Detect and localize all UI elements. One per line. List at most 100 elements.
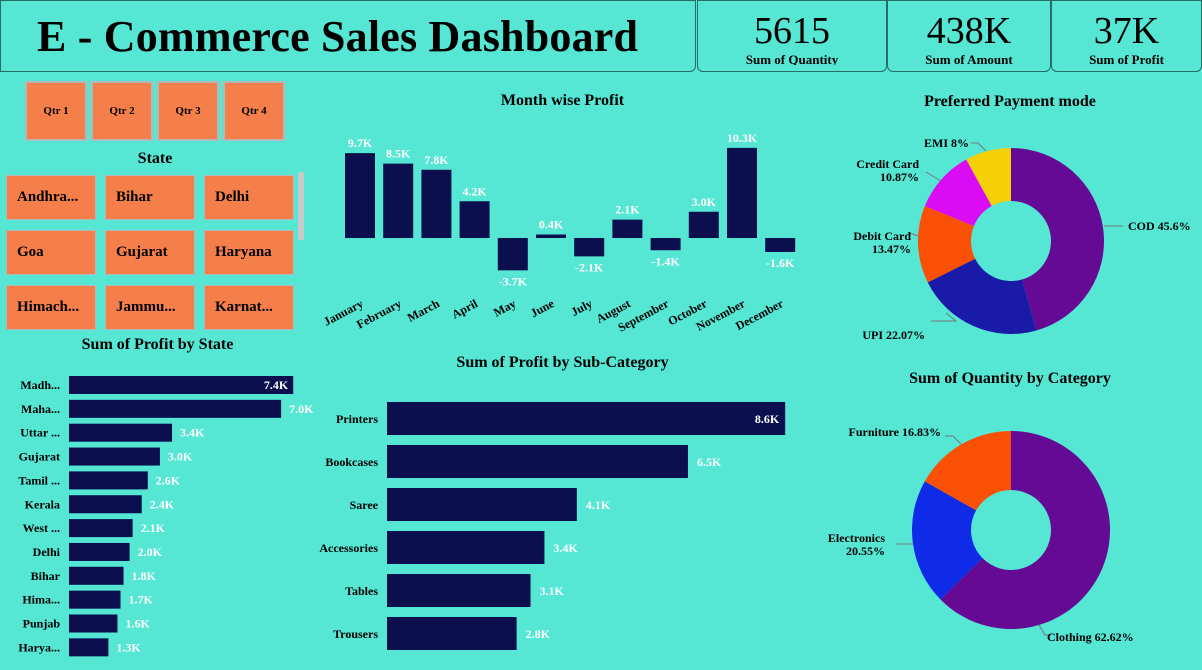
state-profit-data-label: 3.0K — [168, 450, 193, 464]
kpi-label: Sum of Profit — [1089, 53, 1164, 65]
state-button-goa[interactable]: Goa — [6, 230, 96, 275]
month-profit-data-label: -1.4K — [651, 254, 680, 268]
payment-mode-slice — [918, 206, 976, 283]
state-slicer-scrollbar[interactable] — [298, 172, 304, 240]
month-tick-label: April — [449, 296, 480, 322]
state-tick-label: Kerala — [25, 497, 60, 511]
subcategory-tick-label: Saree — [350, 498, 379, 512]
state-tick-label: Bihar — [31, 569, 61, 583]
month-profit-data-label: 9.7K — [348, 136, 373, 150]
kpi-value: 37K — [1093, 10, 1160, 52]
subcategory-tick-label: Tables — [345, 584, 378, 598]
subcategory-profit-bar — [387, 574, 531, 607]
state-slicer-title: State — [137, 150, 173, 167]
month-profit-data-label: 2.1K — [615, 203, 640, 217]
payment-mode-data-label: COD 45.6% — [1128, 219, 1191, 233]
state-tick-label: Delhi — [33, 545, 61, 559]
state-button-andhra[interactable]: Andhra... — [6, 175, 96, 220]
quarter-button-qtr4[interactable]: Qtr 4 — [223, 81, 285, 141]
kpi-label: Sum of Amount — [925, 53, 1013, 65]
quarter-button-qtr1[interactable]: Qtr 1 — [25, 81, 87, 141]
payment-mode-slice — [1011, 148, 1104, 331]
state-profit-bar — [69, 376, 294, 394]
subcategory-profit-data-label: 4.1K — [586, 498, 611, 512]
category-quantity-slice — [924, 431, 1011, 511]
state-profit-bar — [69, 471, 148, 490]
state-tick-label: Harya... — [18, 640, 60, 654]
page-title: E - Commerce Sales Dashboard — [37, 11, 639, 61]
category-quantity-data-label: Furniture 16.83% — [849, 425, 941, 439]
payment-mode-title: Preferred Payment mode — [924, 93, 1096, 110]
subcategory-profit-chart: Printers 8.6K Bookcases 6.5K Saree 4.1K Access… — [319, 402, 786, 650]
state-tick-label: Madh... — [20, 378, 60, 392]
dashboard-title-box: E - Commerce Sales Dashboard — [0, 0, 696, 72]
state-button-jammu[interactable]: Jammu... — [105, 285, 195, 330]
state-profit-data-label: 7.0K — [289, 402, 314, 416]
state-profit-data-label: 7.4K — [264, 378, 289, 392]
state-profit-bar — [69, 542, 130, 561]
state-tick-label: Punjab — [23, 617, 61, 631]
subcategory-profit-data-label: 3.4K — [553, 541, 578, 555]
payment-mode-leader — [908, 232, 920, 237]
state-profit-data-label: 2.1K — [141, 521, 166, 535]
subcategory-profit-data-label: 8.6K — [755, 412, 780, 426]
subcategory-profit-data-label: 6.5K — [697, 455, 722, 469]
state-profit-data-label: 2.0K — [138, 545, 163, 559]
month-tick-label: March — [405, 296, 442, 325]
state-button-himachal[interactable]: Himach... — [6, 285, 96, 330]
subcategory-profit-bar — [387, 445, 688, 478]
month-profit-bar — [765, 238, 796, 252]
state-profit-chart: Madh... 7.4K Maha... 7.0K Uttar ... 3.4K Gujar… — [18, 376, 314, 657]
state-profit-data-label: 2.6K — [156, 473, 181, 487]
month-profit-bar — [383, 163, 414, 238]
subcategory-tick-label: Accessories — [319, 541, 378, 555]
kpi-label: Sum of Quantity — [745, 53, 839, 65]
month-profit-data-label: -2.1K — [575, 260, 604, 274]
month-profit-bar — [345, 153, 375, 238]
payment-mode-data-label: Debit Card — [853, 229, 911, 243]
state-profit-bar — [69, 566, 124, 585]
category-quantity-leader — [945, 435, 962, 445]
subcategory-profit-data-label: 3.1K — [540, 584, 565, 598]
subcategory-profit-bar — [387, 617, 517, 650]
quarter-button-qtr2[interactable]: Qtr 2 — [91, 81, 153, 141]
state-button-haryana[interactable]: Haryana — [204, 230, 294, 275]
state-profit-title: Sum of Profit by State — [81, 336, 234, 353]
subcategory-tick-label: Trousers — [333, 627, 378, 641]
category-quantity-slice — [940, 431, 1110, 629]
subcategory-profit-bar — [387, 531, 545, 564]
state-button-delhi[interactable]: Delhi — [204, 175, 294, 220]
payment-mode-slice — [927, 258, 1037, 334]
subcategory-profit-bar — [387, 402, 786, 435]
month-profit-bar — [421, 169, 452, 238]
payment-mode-leader — [931, 312, 958, 322]
subcategory-profit-data-label: 2.8K — [526, 627, 551, 641]
state-button-karnataka[interactable]: Karnat... — [204, 285, 294, 330]
state-profit-data-label: 1.7K — [129, 593, 154, 607]
state-profit-bar — [69, 399, 282, 418]
state-tick-label: Gujarat — [19, 450, 60, 464]
payment-mode-leader — [971, 142, 987, 152]
state-tick-label: Tamil ... — [18, 473, 60, 487]
state-button-gujarat[interactable]: Gujarat — [105, 230, 195, 275]
month-profit-bar — [650, 238, 681, 251]
state-tick-label: West ... — [23, 521, 60, 535]
month-profit-bar — [536, 234, 566, 238]
subcategory-profit-bar — [387, 488, 577, 521]
subcategory-tick-label: Printers — [336, 412, 378, 426]
payment-mode-data-label: 10.87% — [880, 170, 919, 184]
state-profit-bar — [69, 447, 160, 466]
state-profit-bar — [69, 519, 133, 538]
state-button-bihar[interactable]: Bihar — [105, 175, 195, 220]
subcategory-tick-label: Bookcases — [325, 455, 378, 469]
category-quantity-leader — [1038, 624, 1051, 636]
state-profit-bar — [69, 614, 118, 633]
month-profit-data-label: -3.7K — [499, 274, 528, 288]
quarter-button-qtr3[interactable]: Qtr 3 — [157, 81, 219, 141]
state-profit-data-label: 1.6K — [125, 617, 150, 631]
kpi-value: 438K — [926, 10, 1012, 52]
payment-mode-leader — [925, 171, 942, 182]
month-tick-label: May — [491, 296, 518, 319]
